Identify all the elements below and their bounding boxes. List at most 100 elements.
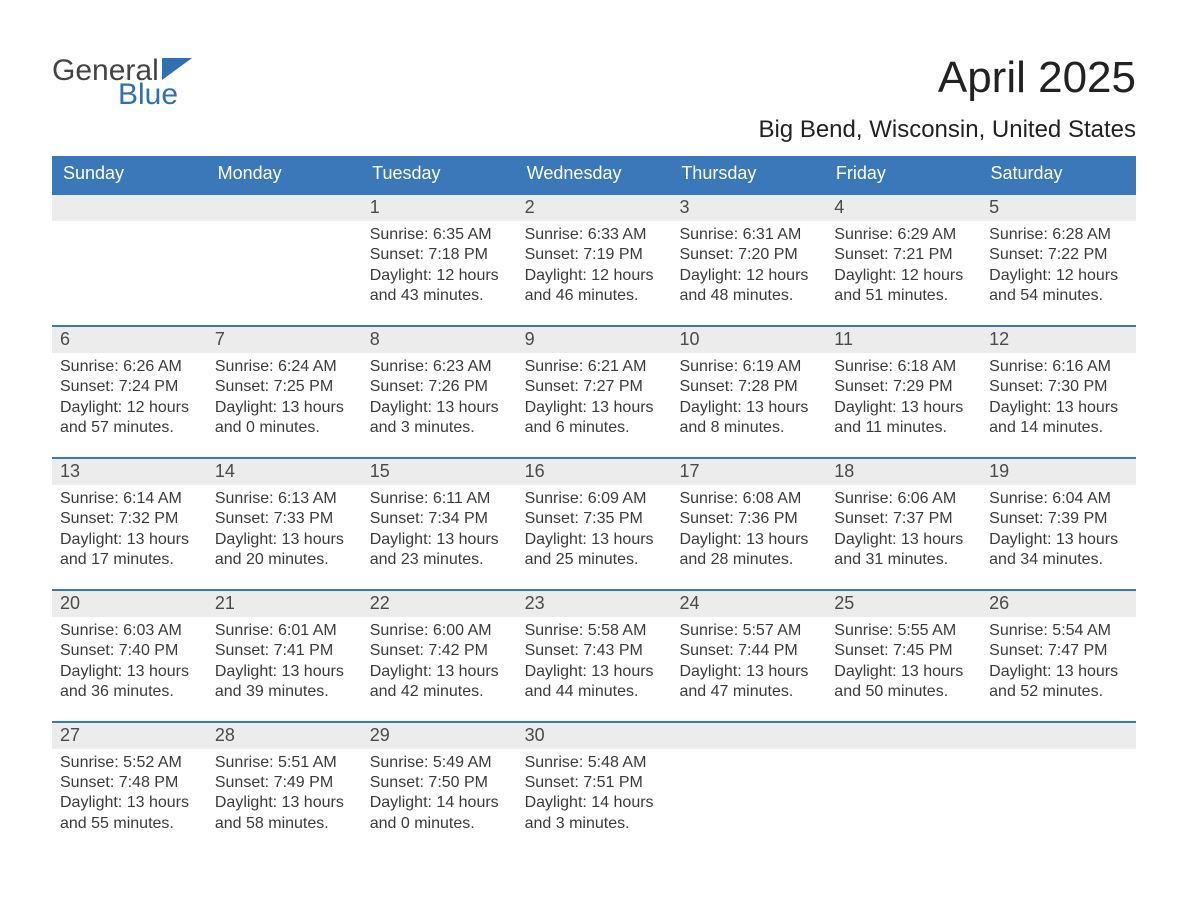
day-number: 13 — [52, 459, 207, 485]
sunset-line: Sunset: 7:42 PM — [370, 641, 511, 661]
sunset-line: Sunset: 7:29 PM — [834, 377, 975, 397]
day-number: 5 — [981, 195, 1136, 221]
calendar-day: 29Sunrise: 5:49 AMSunset: 7:50 PMDayligh… — [362, 723, 517, 837]
page-title: April 2025 — [758, 56, 1136, 100]
daylight-line: Daylight: 13 hours and 58 minutes. — [215, 793, 356, 834]
logo-word-2: Blue — [118, 80, 196, 110]
daylight-line: Daylight: 12 hours and 46 minutes. — [525, 266, 666, 307]
daylight-line: Daylight: 13 hours and 36 minutes. — [60, 662, 201, 703]
daylight-line: Daylight: 14 hours and 0 minutes. — [370, 793, 511, 834]
day-number: 9 — [517, 327, 672, 353]
calendar-day: 4Sunrise: 6:29 AMSunset: 7:21 PMDaylight… — [826, 195, 981, 309]
calendar-day: 10Sunrise: 6:19 AMSunset: 7:28 PMDayligh… — [671, 327, 826, 441]
sunrise-line: Sunrise: 5:54 AM — [989, 621, 1130, 641]
sunset-line: Sunset: 7:27 PM — [525, 377, 666, 397]
day-number: 28 — [207, 723, 362, 749]
sunrise-line: Sunrise: 6:24 AM — [215, 357, 356, 377]
sunrise-line: Sunrise: 5:49 AM — [370, 753, 511, 773]
sunset-line: Sunset: 7:40 PM — [60, 641, 201, 661]
sunrise-line: Sunrise: 5:51 AM — [215, 753, 356, 773]
daylight-line: Daylight: 13 hours and 3 minutes. — [370, 398, 511, 439]
sunrise-line: Sunrise: 6:03 AM — [60, 621, 201, 641]
sunrise-line: Sunrise: 6:29 AM — [834, 225, 975, 245]
calendar-day: 3Sunrise: 6:31 AMSunset: 7:20 PMDaylight… — [671, 195, 826, 309]
day-number: 22 — [362, 591, 517, 617]
day-details: Sunrise: 6:33 AMSunset: 7:19 PMDaylight:… — [517, 221, 672, 309]
day-number: 19 — [981, 459, 1136, 485]
sunrise-line: Sunrise: 6:08 AM — [679, 489, 820, 509]
daylight-line: Daylight: 13 hours and 8 minutes. — [679, 398, 820, 439]
calendar-day — [981, 723, 1136, 837]
calendar-day: 16Sunrise: 6:09 AMSunset: 7:35 PMDayligh… — [517, 459, 672, 573]
sunset-line: Sunset: 7:36 PM — [679, 509, 820, 529]
sunset-line: Sunset: 7:49 PM — [215, 773, 356, 793]
sunset-line: Sunset: 7:48 PM — [60, 773, 201, 793]
calendar-day: 27Sunrise: 5:52 AMSunset: 7:48 PMDayligh… — [52, 723, 207, 837]
day-number: 10 — [671, 327, 826, 353]
calendar-day: 22 Sunrise: 6:00 AMSunset: 7:42 PMDayligh… — [362, 591, 517, 705]
calendar-day: 14Sunrise: 6:13 AMSunset: 7:33 PMDayligh… — [207, 459, 362, 573]
sunset-line: Sunset: 7:45 PM — [834, 641, 975, 661]
daylight-line: Daylight: 13 hours and 20 minutes. — [215, 530, 356, 571]
daylight-line: Daylight: 13 hours and 39 minutes. — [215, 662, 356, 703]
sunrise-line: Sunrise: 6:21 AM — [525, 357, 666, 377]
sunrise-line: Sunrise: 6:04 AM — [989, 489, 1130, 509]
daylight-line: Daylight: 13 hours and 55 minutes. — [60, 793, 201, 834]
daylight-line: Daylight: 13 hours and 42 minutes. — [370, 662, 511, 703]
day-number: 18 — [826, 459, 981, 485]
calendar-week: 6Sunrise: 6:26 AMSunset: 7:24 PMDaylight… — [52, 325, 1136, 441]
day-details: Sunrise: 6:16 AMSunset: 7:30 PMDaylight:… — [981, 353, 1136, 441]
sunrise-line: Sunrise: 6:26 AM — [60, 357, 201, 377]
day-number: 4 — [826, 195, 981, 221]
daylight-line: Daylight: 12 hours and 51 minutes. — [834, 266, 975, 307]
calendar-grid: Sunday Monday Tuesday Wednesday Thursday… — [52, 156, 1136, 836]
calendar-day — [52, 195, 207, 309]
daylight-line: Daylight: 13 hours and 17 minutes. — [60, 530, 201, 571]
calendar-day: 7Sunrise: 6:24 AMSunset: 7:25 PMDaylight… — [207, 327, 362, 441]
day-details: Sunrise: 6:09 AMSunset: 7:35 PMDaylight:… — [517, 485, 672, 573]
daylight-line: Daylight: 13 hours and 44 minutes. — [525, 662, 666, 703]
day-details: Sunrise: 5:52 AMSunset: 7:48 PMDaylight:… — [52, 749, 207, 837]
day-number: 20 — [52, 591, 207, 617]
weekday-header: Wednesday — [517, 157, 672, 192]
day-details: Sunrise: 6:01 AMSunset: 7:41 PMDaylight:… — [207, 617, 362, 705]
day-details: Sunrise: 5:49 AMSunset: 7:50 PMDaylight:… — [362, 749, 517, 837]
calendar-day: 24Sunrise: 5:57 AMSunset: 7:44 PMDayligh… — [671, 591, 826, 705]
day-number — [826, 723, 981, 749]
sunrise-line: Sunrise: 6:31 AM — [679, 225, 820, 245]
sunset-line: Sunset: 7:20 PM — [679, 245, 820, 265]
sunset-line: Sunset: 7:37 PM — [834, 509, 975, 529]
sunset-line: Sunset: 7:44 PM — [679, 641, 820, 661]
daylight-line: Daylight: 13 hours and 23 minutes. — [370, 530, 511, 571]
sunset-line: Sunset: 7:32 PM — [60, 509, 201, 529]
day-details: Sunrise: 5:54 AMSunset: 7:47 PMDaylight:… — [981, 617, 1136, 705]
day-number: 7 — [207, 327, 362, 353]
daylight-line: Daylight: 13 hours and 28 minutes. — [679, 530, 820, 571]
sunrise-line: Sunrise: 5:48 AM — [525, 753, 666, 773]
sunrise-line: Sunrise: 6:01 AM — [215, 621, 356, 641]
daylight-line: Daylight: 13 hours and 34 minutes. — [989, 530, 1130, 571]
weekday-header: Monday — [208, 157, 363, 192]
day-details: Sunrise: 6:28 AMSunset: 7:22 PMDaylight:… — [981, 221, 1136, 309]
calendar-day: 25Sunrise: 5:55 AMSunset: 7:45 PMDayligh… — [826, 591, 981, 705]
calendar-day: 17Sunrise: 6:08 AMSunset: 7:36 PMDayligh… — [671, 459, 826, 573]
calendar-day: 5Sunrise: 6:28 AMSunset: 7:22 PMDaylight… — [981, 195, 1136, 309]
daylight-line: Daylight: 13 hours and 6 minutes. — [525, 398, 666, 439]
day-details: Sunrise: 6:13 AMSunset: 7:33 PMDaylight:… — [207, 485, 362, 573]
daylight-line: Daylight: 12 hours and 48 minutes. — [679, 266, 820, 307]
sunrise-line: Sunrise: 6:00 AM — [370, 621, 511, 641]
day-number — [52, 195, 207, 221]
calendar-day: 15Sunrise: 6:11 AMSunset: 7:34 PMDayligh… — [362, 459, 517, 573]
sunset-line: Sunset: 7:35 PM — [525, 509, 666, 529]
day-number: 30 — [517, 723, 672, 749]
sunset-line: Sunset: 7:25 PM — [215, 377, 356, 397]
sunrise-line: Sunrise: 6:14 AM — [60, 489, 201, 509]
day-details: Sunrise: 5:48 AMSunset: 7:51 PMDaylight:… — [517, 749, 672, 837]
daylight-line: Daylight: 13 hours and 11 minutes. — [834, 398, 975, 439]
sunset-line: Sunset: 7:41 PM — [215, 641, 356, 661]
day-number: 25 — [826, 591, 981, 617]
sunset-line: Sunset: 7:26 PM — [370, 377, 511, 397]
weekday-header: Friday — [826, 157, 981, 192]
calendar-day: 13 Sunrise: 6:14 AMSunset: 7:32 PMDayligh… — [52, 459, 207, 573]
day-number: 11 — [826, 327, 981, 353]
